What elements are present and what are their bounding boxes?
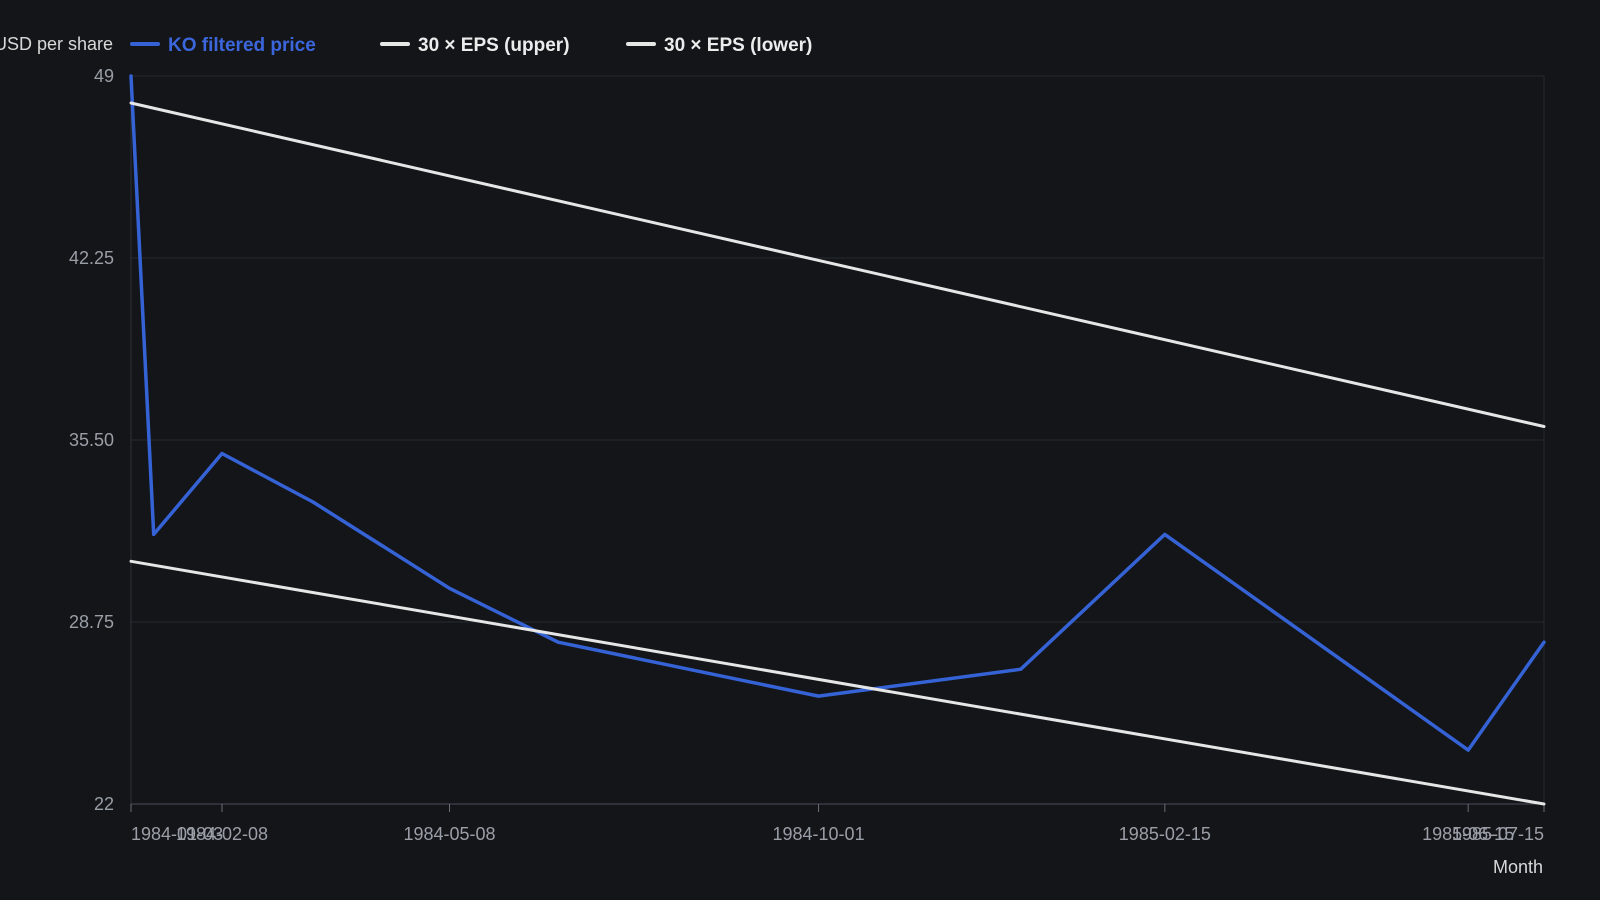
legend-swatch-ko-filtered-price <box>130 41 160 46</box>
legend-swatch-eps-upper <box>380 41 410 46</box>
y-tick-label: 35.50 <box>69 430 114 450</box>
x-tick-label: 1984-10-01 <box>773 824 865 844</box>
series-line-0 <box>129 74 1546 752</box>
y-tick-label: 49 <box>94 66 114 86</box>
x-tick-label: 1985-02-15 <box>1119 824 1211 844</box>
x-tick-label: 1984-01-03 <box>131 824 223 844</box>
series-line-2 <box>129 559 1546 806</box>
x-tick-label: 1984-05-08 <box>403 824 495 844</box>
y-tick-label: 28.75 <box>69 612 114 632</box>
y-tick-label: 22 <box>94 794 114 814</box>
legend-swatch-eps-lower <box>626 41 656 46</box>
x-tick-label: 1984-02-08 <box>176 824 268 844</box>
legend-item-ko-filtered-price[interactable]: KO filtered price <box>130 34 316 58</box>
legend-item-eps-upper[interactable]: 30 × EPS (upper) <box>380 34 570 58</box>
y-axis-label: USD per share <box>0 34 114 54</box>
legend-label-ko-filtered-price: KO filtered price <box>168 35 316 56</box>
legend-label-eps-upper: 30 × EPS (upper) <box>418 35 570 56</box>
x-tick-label: 1985-06-15 <box>1422 824 1514 844</box>
legend-item-eps-lower[interactable]: 30 × EPS (lower) <box>626 34 812 58</box>
x-tick-label: 1985-07-15 <box>1452 824 1544 844</box>
y-tick-label: 42.25 <box>69 248 114 268</box>
x-axis-label: Month <box>1492 857 1543 877</box>
legend-label-eps-lower: 30 × EPS (lower) <box>664 35 813 56</box>
series-line-1 <box>129 101 1546 428</box>
